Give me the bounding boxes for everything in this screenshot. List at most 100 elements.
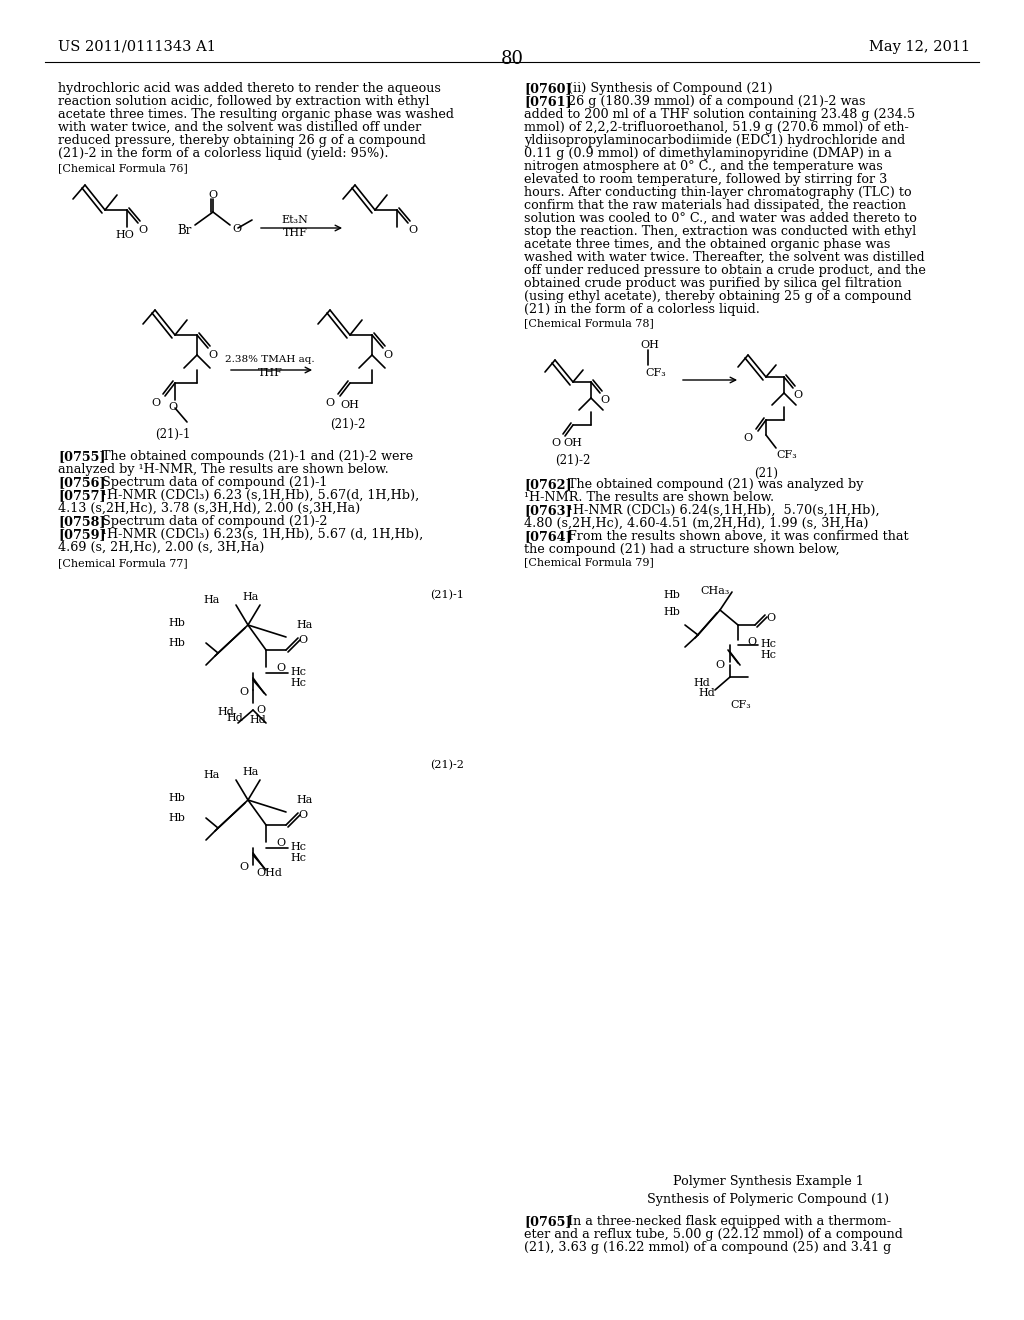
Text: Et₃N: Et₃N xyxy=(282,215,308,224)
Text: (21)-2: (21)-2 xyxy=(555,454,591,467)
Text: [Chemical Formula 77]: [Chemical Formula 77] xyxy=(58,558,187,568)
Text: Hb: Hb xyxy=(664,607,680,616)
Text: [Chemical Formula 78]: [Chemical Formula 78] xyxy=(524,318,654,327)
Text: solution was cooled to 0° C., and water was added thereto to: solution was cooled to 0° C., and water … xyxy=(524,213,916,224)
Text: Br: Br xyxy=(177,224,191,238)
Text: nitrogen atmosphere at 0° C., and the temperature was: nitrogen atmosphere at 0° C., and the te… xyxy=(524,160,883,173)
Text: O: O xyxy=(716,660,725,671)
Text: US 2011/0111343 A1: US 2011/0111343 A1 xyxy=(58,40,216,54)
Text: hydrochloric acid was added thereto to render the aqueous: hydrochloric acid was added thereto to r… xyxy=(58,82,441,95)
Text: OHd: OHd xyxy=(256,869,282,878)
Text: Hd: Hd xyxy=(226,713,243,723)
Text: reduced pressure, thereby obtaining 26 g of a compound: reduced pressure, thereby obtaining 26 g… xyxy=(58,135,426,147)
Text: [0764]: [0764] xyxy=(524,531,571,543)
Text: (21)-1: (21)-1 xyxy=(156,428,190,441)
Text: CF₃: CF₃ xyxy=(645,368,666,378)
Text: O: O xyxy=(239,862,248,873)
Text: Ha: Ha xyxy=(296,795,312,805)
Text: (21) in the form of a colorless liquid.: (21) in the form of a colorless liquid. xyxy=(524,304,760,315)
Text: O: O xyxy=(298,810,307,820)
Text: O: O xyxy=(208,350,217,360)
Text: (using ethyl acetate), thereby obtaining 25 g of a compound: (using ethyl acetate), thereby obtaining… xyxy=(524,290,911,304)
Text: Ha: Ha xyxy=(204,595,220,605)
Text: O: O xyxy=(551,438,560,447)
Text: O: O xyxy=(209,190,217,201)
Text: Ha: Ha xyxy=(204,770,220,780)
Text: analyzed by ¹H-NMR, The results are shown below.: analyzed by ¹H-NMR, The results are show… xyxy=(58,463,389,477)
Text: Hc: Hc xyxy=(290,853,306,863)
Text: [0762]: [0762] xyxy=(524,478,571,491)
Text: CF₃: CF₃ xyxy=(730,700,751,710)
Text: (21)-1: (21)-1 xyxy=(430,590,464,601)
Text: Hc: Hc xyxy=(760,639,776,649)
Text: confirm that the raw materials had dissipated, the reaction: confirm that the raw materials had dissi… xyxy=(524,199,906,213)
Text: OH: OH xyxy=(640,341,658,350)
Text: 26 g (180.39 mmol) of a compound (21)-2 was: 26 g (180.39 mmol) of a compound (21)-2 … xyxy=(556,95,866,108)
Text: O: O xyxy=(138,224,147,235)
Text: (ii) Synthesis of Compound (21): (ii) Synthesis of Compound (21) xyxy=(556,82,773,95)
Text: ¹H-NMR. The results are shown below.: ¹H-NMR. The results are shown below. xyxy=(524,491,774,504)
Text: (21): (21) xyxy=(754,467,778,480)
Text: Hc: Hc xyxy=(290,667,306,677)
Text: (21)-2 in the form of a colorless liquid (yield: 95%).: (21)-2 in the form of a colorless liquid… xyxy=(58,147,388,160)
Text: Hb: Hb xyxy=(664,590,680,601)
Text: O: O xyxy=(766,612,775,623)
Text: [0755]: [0755] xyxy=(58,450,105,463)
Text: O: O xyxy=(151,399,160,408)
Text: eter and a reflux tube, 5.00 g (22.12 mmol) of a compound: eter and a reflux tube, 5.00 g (22.12 mm… xyxy=(524,1228,903,1241)
Text: with water twice, and the solvent was distilled off under: with water twice, and the solvent was di… xyxy=(58,121,421,135)
Text: Hb: Hb xyxy=(168,813,185,822)
Text: O: O xyxy=(793,389,802,400)
Text: O: O xyxy=(232,224,241,234)
Text: Hd: Hd xyxy=(693,678,710,688)
Text: acetate three times, and the obtained organic phase was: acetate three times, and the obtained or… xyxy=(524,238,891,251)
Text: OH: OH xyxy=(563,438,583,447)
Text: ¹H-NMR (CDCl₃) 6.23(s, 1H,Hb), 5.67 (d, 1H,Hb),: ¹H-NMR (CDCl₃) 6.23(s, 1H,Hb), 5.67 (d, … xyxy=(90,528,424,541)
Text: O: O xyxy=(743,433,753,444)
Text: acetate three times. The resulting organic phase was washed: acetate three times. The resulting organ… xyxy=(58,108,454,121)
Text: O: O xyxy=(239,686,248,697)
Text: Synthesis of Polymeric Compound (1): Synthesis of Polymeric Compound (1) xyxy=(647,1193,889,1206)
Text: ¹H-NMR (CDCl₃) 6.24(s,1H,Hb),  5.70(s,1H,Hb),: ¹H-NMR (CDCl₃) 6.24(s,1H,Hb), 5.70(s,1H,… xyxy=(556,504,880,517)
Text: [0761]: [0761] xyxy=(524,95,571,108)
Text: added to 200 ml of a THF solution containing 23.48 g (234.5: added to 200 ml of a THF solution contai… xyxy=(524,108,915,121)
Text: [0760]: [0760] xyxy=(524,82,571,95)
Text: Hd: Hd xyxy=(217,708,234,717)
Text: OH: OH xyxy=(341,400,359,411)
Text: Hc: Hc xyxy=(290,678,306,688)
Text: 0.11 g (0.9 mmol) of dimethylaminopyridine (DMAP) in a: 0.11 g (0.9 mmol) of dimethylaminopyridi… xyxy=(524,147,892,160)
Text: Hc: Hc xyxy=(760,649,776,660)
Text: [0758]: [0758] xyxy=(58,515,105,528)
Text: Hc: Hc xyxy=(290,842,306,851)
Text: May 12, 2011: May 12, 2011 xyxy=(869,40,970,54)
Text: HO: HO xyxy=(115,230,134,240)
Text: 4.69 (s, 2H,Hc), 2.00 (s, 3H,Ha): 4.69 (s, 2H,Hc), 2.00 (s, 3H,Ha) xyxy=(58,541,264,554)
Text: [0759]: [0759] xyxy=(58,528,105,541)
Text: From the results shown above, it was confirmed that: From the results shown above, it was con… xyxy=(556,531,909,543)
Text: stop the reaction. Then, extraction was conducted with ethyl: stop the reaction. Then, extraction was … xyxy=(524,224,916,238)
Text: O: O xyxy=(746,638,756,647)
Text: [0765]: [0765] xyxy=(524,1214,571,1228)
Text: (21), 3.63 g (16.22 mmol) of a compound (25) and 3.41 g: (21), 3.63 g (16.22 mmol) of a compound … xyxy=(524,1241,891,1254)
Text: O: O xyxy=(168,403,177,412)
Text: obtained crude product was purified by silica gel filtration: obtained crude product was purified by s… xyxy=(524,277,902,290)
Text: O: O xyxy=(600,395,609,405)
Text: [Chemical Formula 79]: [Chemical Formula 79] xyxy=(524,557,654,568)
Text: [Chemical Formula 76]: [Chemical Formula 76] xyxy=(58,162,187,173)
Text: Ha: Ha xyxy=(242,767,258,777)
Text: Ha: Ha xyxy=(296,620,312,630)
Text: O: O xyxy=(383,350,392,360)
Text: washed with water twice. Thereafter, the solvent was distilled: washed with water twice. Thereafter, the… xyxy=(524,251,925,264)
Text: (21)-2: (21)-2 xyxy=(430,760,464,771)
Text: [0757]: [0757] xyxy=(58,488,105,502)
Text: (21)-2: (21)-2 xyxy=(331,418,366,432)
Text: O: O xyxy=(408,224,417,235)
Text: Hd: Hd xyxy=(698,688,715,698)
Text: Ha: Ha xyxy=(242,591,258,602)
Text: Hb: Hb xyxy=(168,618,185,628)
Text: O: O xyxy=(256,705,265,715)
Text: CHa₃: CHa₃ xyxy=(700,586,729,597)
Text: 4.80 (s,2H,Hc), 4.60-4.51 (m,2H,Hd), 1.99 (s, 3H,Ha): 4.80 (s,2H,Hc), 4.60-4.51 (m,2H,Hd), 1.9… xyxy=(524,517,868,531)
Text: hours. After conducting thin-layer chromatography (TLC) to: hours. After conducting thin-layer chrom… xyxy=(524,186,911,199)
Text: 4.13 (s,2H,Hc), 3.78 (s,3H,Hd), 2.00 (s,3H,Ha): 4.13 (s,2H,Hc), 3.78 (s,3H,Hd), 2.00 (s,… xyxy=(58,502,360,515)
